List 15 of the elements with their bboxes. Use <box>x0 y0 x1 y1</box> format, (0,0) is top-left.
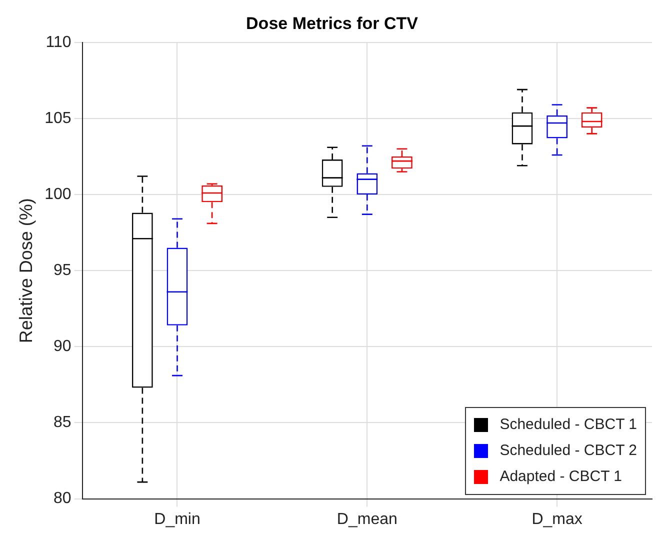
x-tick-label: D_mean <box>336 510 398 528</box>
y-tick-label: 95 <box>54 262 72 280</box>
y-tick-label: 90 <box>54 338 72 356</box>
y-tick-label: 85 <box>54 414 72 432</box>
y-axis-title: Relative Dose (%) <box>16 198 36 344</box>
y-tick-label: 100 <box>44 186 72 203</box>
y-tick-label: 80 <box>54 490 72 508</box>
y-tick-label: 110 <box>46 34 72 51</box>
x-tick-label: D_min <box>154 510 200 528</box>
chart-title: Dose Metrics for CTV <box>246 14 419 33</box>
legend-label: Scheduled - CBCT 1 <box>500 416 637 434</box>
x-tick-label: D_max <box>532 510 582 528</box>
legend-label: Scheduled - CBCT 2 <box>500 442 637 460</box>
legend-label: Adapted - CBCT 1 <box>500 468 622 486</box>
y-tick-label: 105 <box>44 110 72 127</box>
